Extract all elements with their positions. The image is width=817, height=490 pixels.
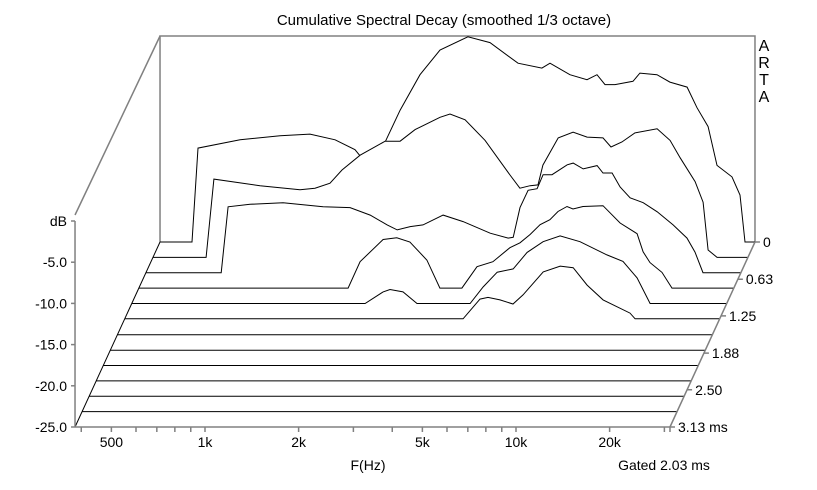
gated-note: Gated 2.03 ms [618,457,710,473]
slice-start-edge [74,241,161,428]
y-tick-label: -20.0 [35,378,67,394]
time-tick-label: 0 [763,234,771,250]
axes: dB -5.0 -10.0 -15.0 -20.0 -25.0 500 1k 2k 5k 10k 20… [35,213,773,450]
x-tick-label: 1k [198,434,214,450]
x-tick-label: 10k [505,434,529,450]
y-tick-label: -10.0 [35,295,67,311]
watermark-letter: T [759,72,769,89]
watermark-letter: R [758,55,770,72]
decay-slices [74,36,755,428]
back-wall [159,35,756,242]
y-tick-label: -5.0 [43,254,67,270]
decay-slice-curve [145,162,741,274]
decay-slice-curve [160,36,755,243]
time-tick-label: 1.25 [729,308,756,324]
slice-fill [124,266,720,319]
side-wall-edge [74,35,161,216]
decay-slice-curve [138,205,734,289]
x-tick-label: 5k [415,434,431,450]
chart-title: Cumulative Spectral Decay (smoothed 1/3 … [277,12,611,29]
time-tick-label: 3.13 ms [678,419,728,435]
decay-slice-curve [131,235,727,304]
time-tick-label: 0.63 [746,271,773,287]
y-tick-label: -15.0 [35,337,67,353]
decay-slice-curve [153,113,748,258]
time-tick-label: 2.50 [695,382,722,398]
plot-walls [74,35,756,242]
watermark-letter: A [759,38,770,55]
x-axis-label: F(Hz) [351,457,386,473]
watermark-letter: A [759,89,770,106]
x-tick-label: 20k [598,434,622,450]
x-tick-label: 500 [100,434,124,450]
x-tick-label: 2k [291,434,307,450]
y-tick-label: -25.0 [35,419,67,435]
time-tick-label: 1.88 [712,345,739,361]
time-axis-line [669,241,756,428]
decay-slice-curve [124,265,720,320]
y-tick-label: dB [50,213,67,229]
